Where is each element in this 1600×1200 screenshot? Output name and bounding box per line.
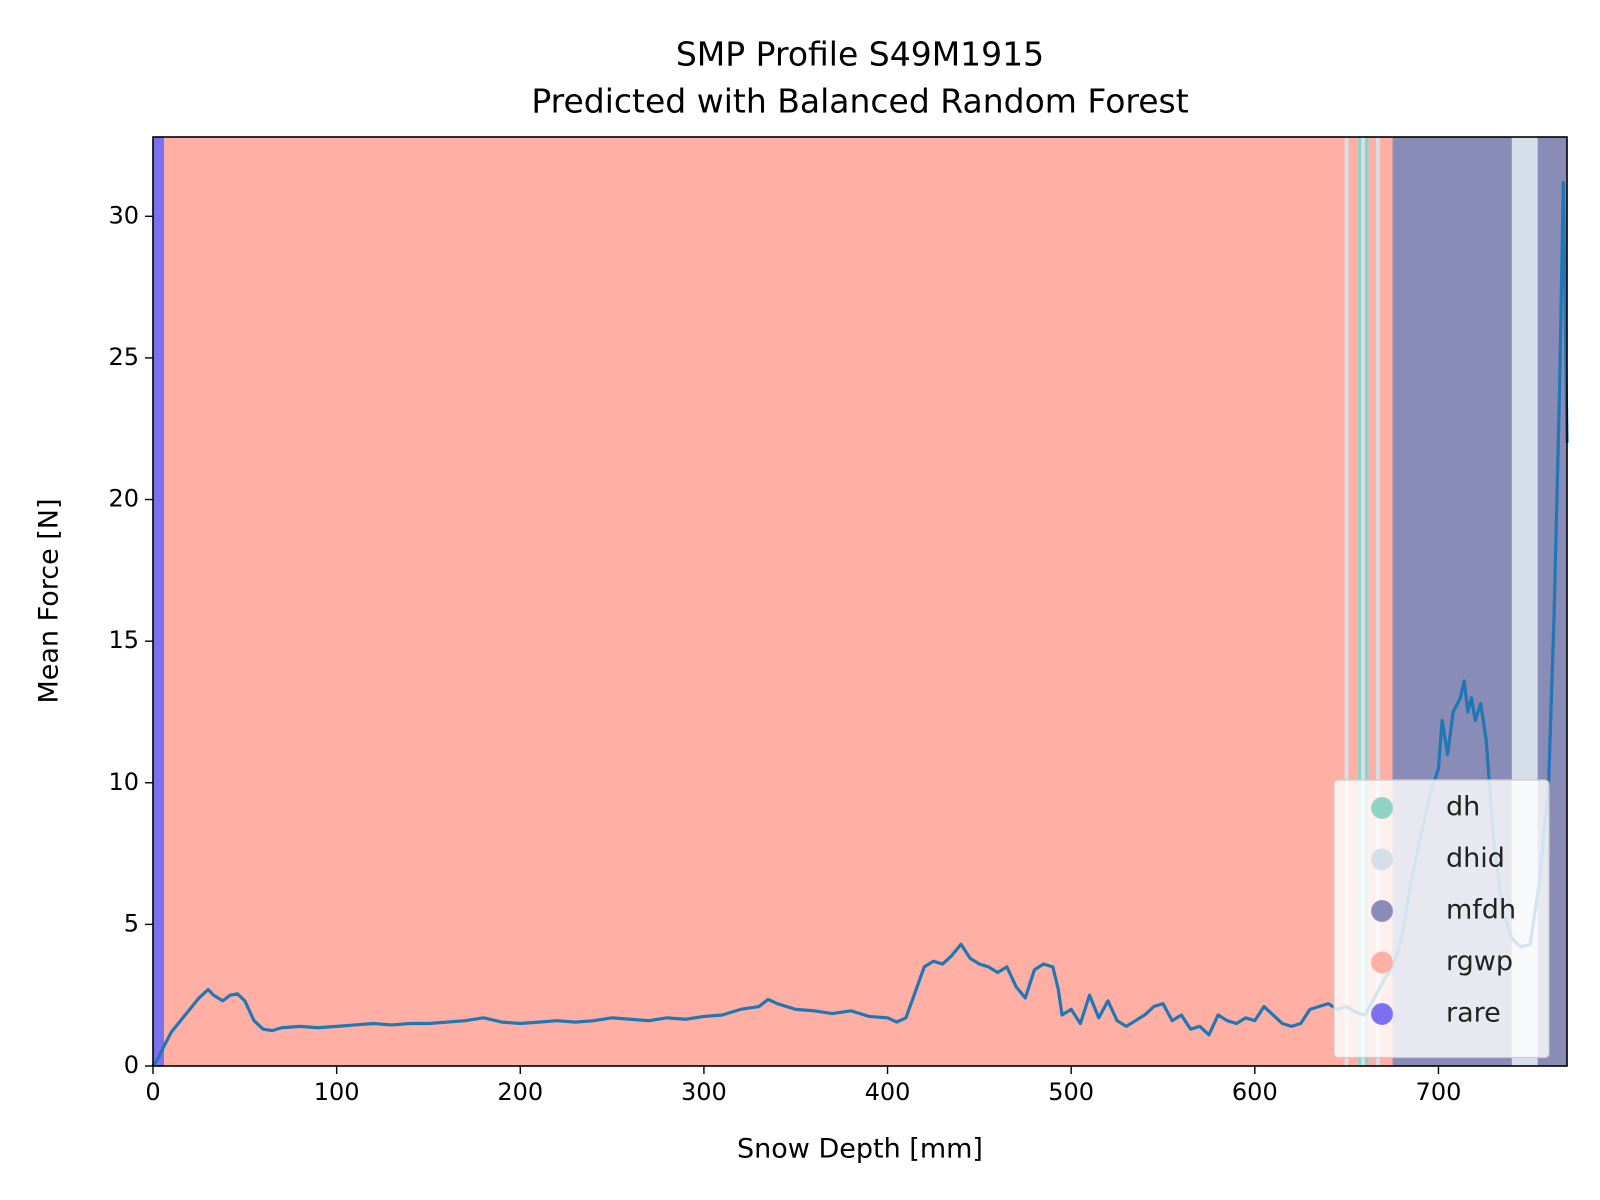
legend-marker [1371,1003,1393,1025]
legend-label: rgwp [1446,946,1513,977]
y-tick-label: 0 [124,1051,139,1079]
legend-label: rare [1446,998,1501,1029]
class-band [164,137,1345,1066]
class-band [1365,137,1369,1066]
legend-marker [1371,951,1393,974]
y-tick-label: 25 [108,343,139,371]
legend-label: dhid [1446,843,1505,874]
x-tick-label: 0 [145,1078,160,1106]
x-tick-label: 100 [314,1078,360,1106]
class-band [153,137,165,1066]
class-band [1344,137,1349,1066]
y-axis-label: Mean Force [N] [34,498,65,703]
class-band [1376,137,1380,1066]
y-tick-label: 30 [108,201,139,229]
legend-marker [1371,900,1393,922]
x-tick-label: 500 [1048,1078,1094,1106]
chart-subtitle: Predicted with Balanced Random Forest [531,82,1188,121]
class-band [1348,137,1358,1066]
legend-label: dh [1446,792,1480,823]
class-band [1357,137,1362,1066]
y-tick-label: 15 [108,626,139,654]
y-tick-label: 20 [108,485,139,513]
x-tick-label: 700 [1416,1078,1462,1106]
legend-label: mfdh [1446,895,1516,926]
x-tick-label: 200 [497,1078,543,1106]
class-band [1368,137,1377,1066]
y-tick-label: 5 [124,909,139,937]
x-tick-label: 400 [865,1078,911,1106]
x-tick-label: 600 [1232,1078,1278,1106]
legend-marker [1371,797,1393,819]
class-band [1361,137,1365,1066]
y-tick-label: 10 [108,768,139,796]
chart-title: SMP Profile S49M1915 [676,35,1044,74]
x-tick-label: 300 [681,1078,727,1106]
legend-marker [1371,848,1393,871]
legend-box [1333,779,1550,1059]
x-axis-label: Snow Depth [mm] [737,1134,983,1165]
plot-frame [152,136,1568,1067]
